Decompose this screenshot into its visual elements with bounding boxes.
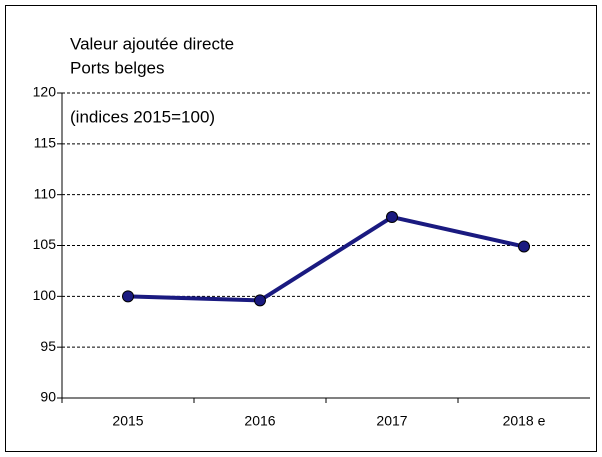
x-tick-label: 2015 xyxy=(112,413,143,429)
marker xyxy=(518,240,530,253)
chart-title: Valeur ajoutée directe xyxy=(70,34,234,53)
chart-subtitle: Ports belges xyxy=(70,58,165,77)
y-tick-label: 115 xyxy=(34,135,57,151)
y-tick-label: 120 xyxy=(33,84,57,100)
chart-border xyxy=(5,5,597,452)
x-tick-label: 2016 xyxy=(244,413,275,429)
y-tick-label: 105 xyxy=(33,236,57,252)
y-tick-label: 95 xyxy=(40,338,56,354)
y-tick-label: 110 xyxy=(34,185,57,201)
x-tick-label: 2018 e xyxy=(503,413,546,429)
marker xyxy=(254,294,266,307)
marker xyxy=(386,211,398,224)
marker xyxy=(122,290,134,303)
line xyxy=(127,215,525,303)
annotation: (indices 2015=100) xyxy=(70,107,215,126)
x-tick-label: 2017 xyxy=(376,413,407,429)
y-tick-label: 100 xyxy=(33,287,57,303)
y-tick-label: 90 xyxy=(40,389,56,405)
